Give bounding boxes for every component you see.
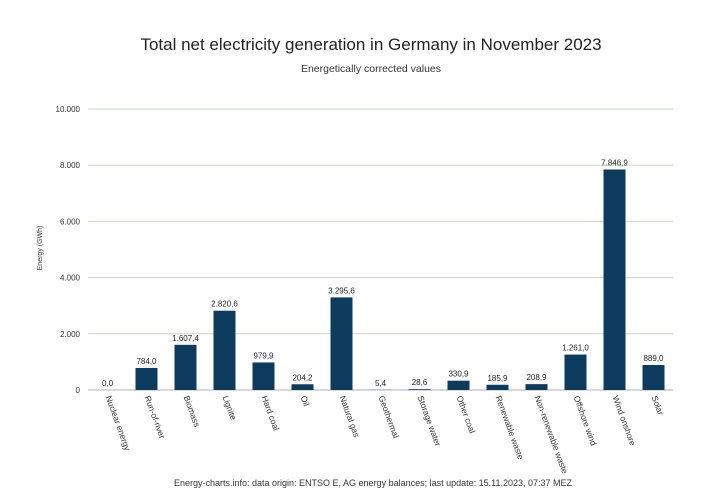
y-tick-label: 0 — [76, 386, 81, 395]
data-label: 889,0 — [643, 354, 664, 363]
y-tick-label: 8.000 — [60, 161, 81, 170]
y-tick-label: 2.000 — [60, 330, 81, 339]
bar-non-renewable-waste — [525, 384, 548, 390]
bar-hard-coal — [252, 362, 275, 390]
x-tick-label: Wind onshore — [611, 394, 638, 447]
x-axis-ticks: Nuclear energy Run-of-river Biomass Lignite… — [104, 394, 666, 475]
y-axis-label: Energy (GWh) — [37, 226, 44, 271]
bar-natural-gas — [330, 297, 353, 390]
data-label: 208,9 — [526, 373, 547, 382]
x-tick-label: Renewable waste — [494, 394, 526, 461]
bar-biomass — [174, 344, 197, 390]
x-tick-label: Geothermal — [377, 394, 402, 439]
bar-wind-onshore — [603, 169, 626, 390]
y-tick-label: 10.000 — [56, 105, 81, 114]
data-label: 330,9 — [448, 370, 469, 379]
bar-renewable-waste — [486, 384, 509, 390]
data-label: 5,4 — [375, 379, 387, 388]
data-label: 979,9 — [253, 351, 274, 360]
x-tick-label: Run-of-river — [143, 394, 168, 440]
y-tick-label: 6.000 — [60, 217, 81, 226]
x-tick-label: Non-renewable waste — [533, 394, 571, 475]
data-labels: 0,0 784,0 1.607,4 2.820,6 979,9 204,2 3.295,6 5… — [102, 159, 664, 388]
y-axis-ticks: 0 2.000 4.000 6.000 8.000 10.000 — [56, 105, 81, 395]
data-label: 2.820,6 — [211, 300, 238, 309]
bar-run-of-river — [135, 367, 158, 390]
data-label: 1.607,4 — [172, 334, 199, 343]
bar-lignite — [213, 310, 236, 390]
bar-solar — [642, 365, 665, 390]
x-tick-label: Hard coal — [260, 394, 282, 432]
data-label: 204,2 — [292, 373, 313, 382]
x-tick-label: Biomass — [182, 394, 203, 428]
chart-footer: Energy-charts.info: data origin: ENTSO E… — [174, 478, 573, 488]
y-tick-label: 4.000 — [60, 274, 81, 283]
x-tick-label: Natural gas — [338, 394, 362, 438]
x-tick-label: Nuclear energy — [104, 394, 133, 452]
chart-subtitle: Energetically corrected values — [301, 63, 441, 75]
data-label: 1.261,0 — [562, 344, 589, 353]
bar-oil — [291, 384, 314, 390]
data-label: 3.295,6 — [328, 286, 355, 295]
bar-storage-water — [408, 389, 431, 390]
data-label: 784,0 — [136, 357, 157, 366]
bar-offshore-wind — [564, 354, 587, 390]
x-tick-label: Oil — [299, 394, 312, 407]
x-tick-label: Other coal — [455, 394, 478, 434]
data-label: 0,0 — [102, 379, 114, 388]
x-tick-label: Storage water — [416, 394, 444, 447]
data-label: 185,9 — [487, 374, 508, 383]
bars — [135, 169, 665, 390]
x-tick-label: Solar — [650, 394, 666, 416]
data-label: 28,6 — [412, 378, 428, 387]
data-label: 7.846,9 — [601, 159, 628, 168]
chart-title: Total net electricity generation in Germ… — [140, 35, 601, 54]
bar-other-coal — [447, 380, 470, 390]
x-tick-label: Lignite — [221, 394, 239, 421]
x-tick-label: Offshore wind — [572, 394, 599, 447]
